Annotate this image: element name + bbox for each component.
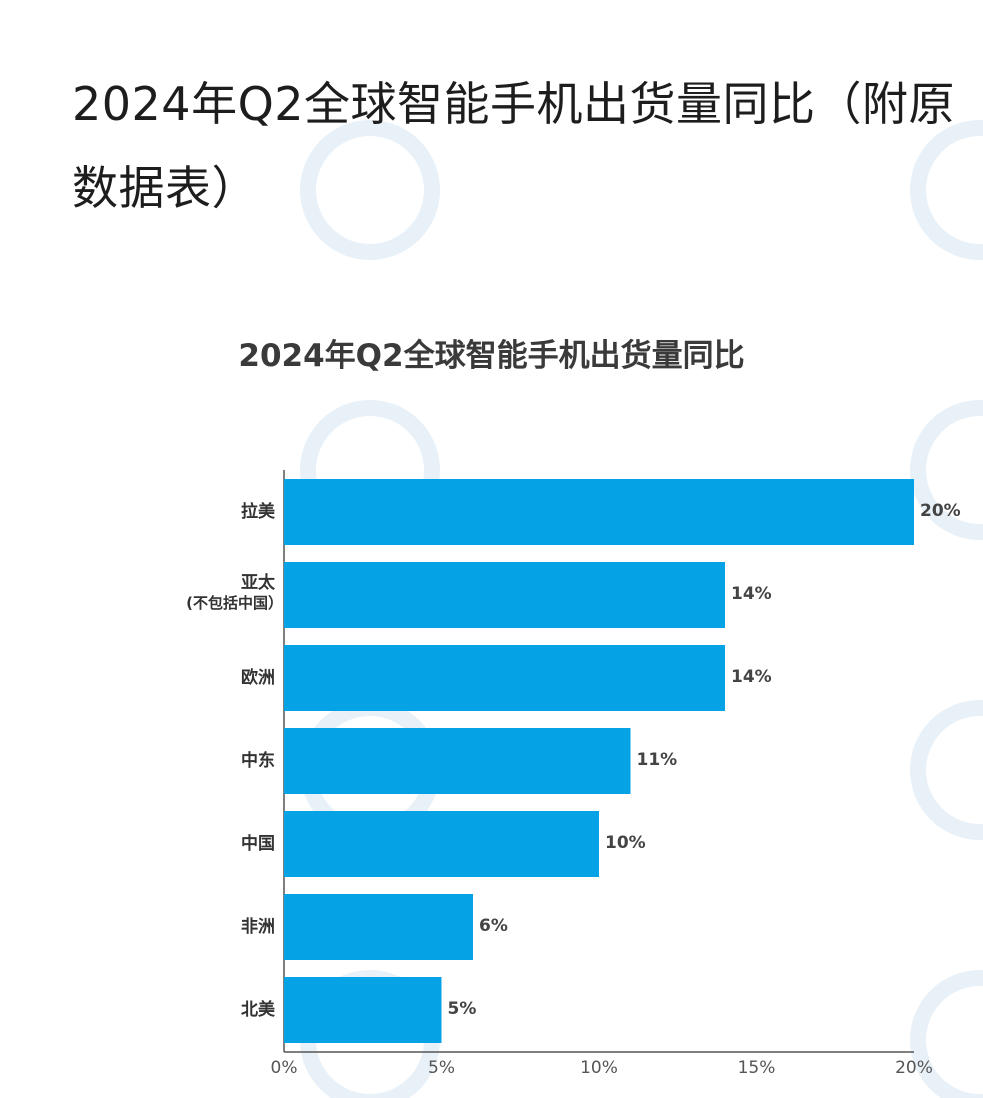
- bar-1: [284, 562, 725, 628]
- page-title: 2024年Q2全球智能手机出货量同比（附原数据表）: [72, 77, 956, 215]
- value-label: 6%: [479, 916, 508, 936]
- category-label: 中东: [241, 751, 275, 771]
- category-name: 拉美: [241, 502, 275, 522]
- value-label: 10%: [605, 833, 646, 853]
- x-tick-label: 20%: [895, 1058, 933, 1078]
- category-label: 欧洲: [241, 668, 275, 688]
- x-tick-label: 5%: [428, 1058, 455, 1078]
- bar-2: [284, 645, 725, 711]
- category-label: 非洲: [241, 917, 275, 937]
- category-label: 拉美: [241, 502, 275, 522]
- bar-5: [284, 894, 473, 960]
- category-name: 非洲: [241, 917, 275, 937]
- bar-4: [284, 811, 599, 877]
- x-tick-label: 0%: [270, 1058, 298, 1078]
- value-label: 14%: [731, 584, 772, 604]
- category-name: 中国: [241, 834, 275, 854]
- value-label: 20%: [920, 501, 961, 521]
- value-label: 11%: [636, 750, 678, 770]
- category-name: 欧洲: [241, 668, 275, 688]
- value-label: 5%: [447, 999, 477, 1019]
- category-note: (不包括中国）: [186, 594, 283, 612]
- bar-6: [284, 977, 442, 1043]
- x-tick-label: 15%: [737, 1058, 776, 1078]
- category-label: 中国: [241, 834, 275, 854]
- bar-3: [284, 728, 631, 794]
- chart-title: 2024年Q2全球智能手机出货量同比: [238, 338, 745, 374]
- category-label: 北美: [241, 1000, 275, 1020]
- category-name: 北美: [241, 1000, 275, 1020]
- x-tick-label: 10%: [580, 1058, 618, 1078]
- category-name: 亚太: [241, 573, 275, 593]
- value-label: 14%: [731, 667, 772, 687]
- category-name: 中东: [241, 751, 275, 771]
- category-label: 亚太 (不包括中国）: [186, 573, 283, 613]
- bar-0: [284, 479, 914, 545]
